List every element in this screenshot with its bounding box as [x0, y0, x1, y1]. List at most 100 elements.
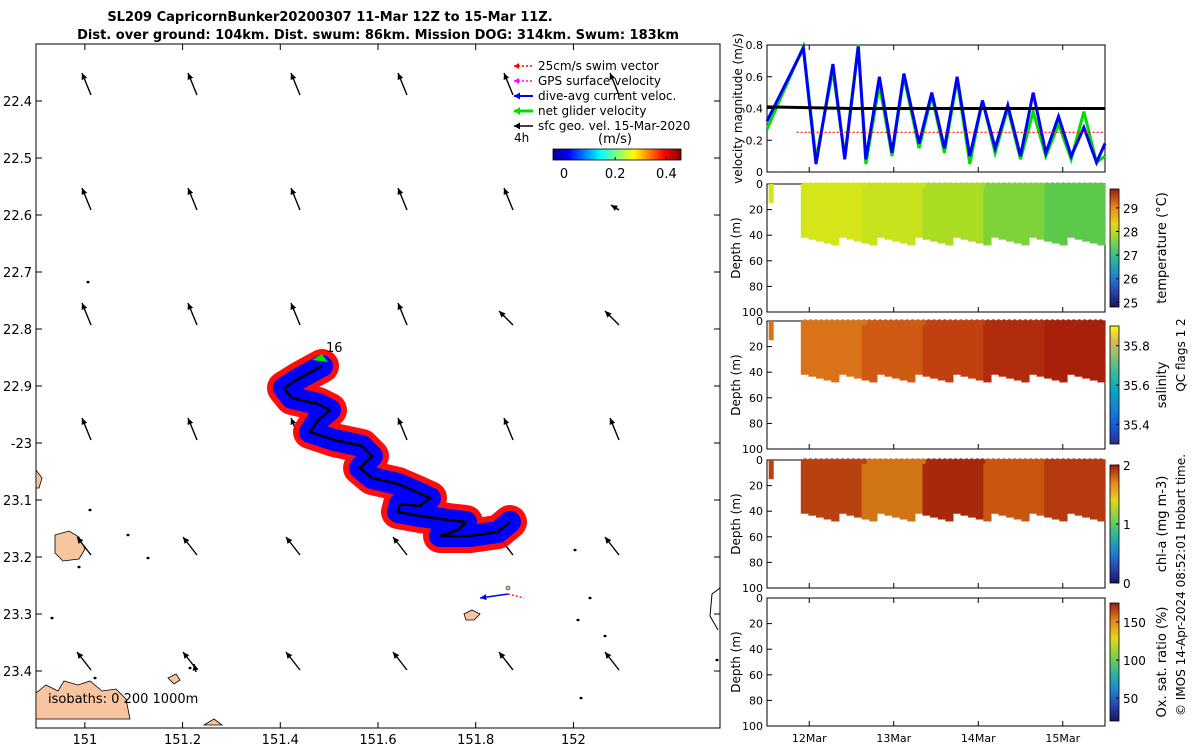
salinity-profile-cell — [768, 321, 774, 341]
salinity-surface-dot — [995, 319, 1002, 326]
temperature-surface-dot — [802, 182, 809, 189]
oxygen-colorbar-tick: 150 — [1123, 616, 1146, 630]
temperature-profile-cell — [1051, 184, 1060, 244]
geo-velocity-arrow-head — [192, 664, 199, 671]
temperature-colorbar-label: temperature (°C) — [1155, 192, 1170, 304]
gps-point — [505, 585, 511, 591]
temperature-profile-cell — [1044, 184, 1053, 242]
salinity-profile-cell — [1082, 321, 1091, 379]
temperature-profile-cell — [907, 184, 916, 246]
temperature-surface-dot — [818, 182, 825, 189]
chl-a-depth-tick: 0 — [756, 454, 763, 467]
salinity-surface-dot — [839, 319, 846, 326]
salinity-profile-cell — [1021, 321, 1030, 383]
speed-colorbar-tick: 0.4 — [656, 167, 677, 182]
islet — [603, 634, 607, 638]
temperature-surface-dot — [1022, 182, 1029, 189]
temperature-surface-dot — [974, 182, 981, 189]
chl-a-surface-dot — [855, 458, 862, 465]
chl-a-profile-cell — [800, 460, 810, 514]
geo-velocity-arrow-head — [290, 188, 297, 195]
lat-tick-label: 22.5 — [3, 152, 32, 167]
lat-tick-label: 22.4 — [3, 95, 32, 110]
salinity-profile-cell — [869, 321, 878, 383]
temperature-surface-dot — [936, 182, 943, 189]
chl-a-profile-cell — [816, 460, 825, 518]
glider-track — [267, 349, 527, 601]
temperature-profile-cell — [854, 184, 863, 242]
svg-text:GPS surface velocity: GPS surface velocity — [538, 74, 661, 88]
chl-a-depth-tick: 40 — [749, 505, 763, 518]
lat-tick-label: 22.8 — [3, 323, 32, 338]
chl-a-profile-cell — [998, 460, 1007, 516]
temperature-profile-cell — [808, 184, 817, 240]
temperature-profile-cell — [937, 184, 946, 244]
temperature-surface-dot — [1081, 182, 1088, 189]
chl-a-surface-dot — [1006, 458, 1013, 465]
chl-a-profile-cell — [1028, 460, 1038, 514]
salinity-profile-cell — [930, 321, 939, 379]
chl-a-surface-dot — [861, 458, 868, 465]
credit-label: © IMOS 14-Apr-2024 08:52:01 Hobart time. — [1174, 454, 1188, 716]
salinity-profile-cell — [800, 321, 810, 375]
salinity-surface-dot — [914, 319, 921, 326]
current-vector-detached-head — [480, 594, 487, 601]
geo-velocity-arrow-head — [187, 188, 194, 195]
chl-a-profile-cell — [1036, 460, 1045, 516]
salinity-surface-dot — [957, 319, 964, 326]
colorbar-title: (m/s) — [598, 132, 632, 147]
lat-tick-label: 22.6 — [3, 209, 32, 224]
chl-a-surface-dot — [1097, 458, 1104, 465]
salinity-profile-cell — [1059, 321, 1068, 383]
temperature-surface-dot — [1049, 182, 1056, 189]
geo-velocity-arrow-head — [183, 652, 190, 659]
chl-a-surface-dot — [1033, 458, 1040, 465]
temperature-surface-dot — [882, 182, 889, 189]
chl-a-surface-dot — [1076, 458, 1083, 465]
geo-velocity-arrow-head — [393, 652, 400, 659]
geo-velocity-arrow-head — [183, 537, 190, 544]
islet — [715, 658, 719, 662]
salinity-surface-dot — [828, 319, 835, 326]
chl-a-depth-tick: 100 — [742, 582, 763, 595]
temperature-surface-dot — [990, 182, 997, 189]
chl-a-surface-dot — [936, 458, 943, 465]
chl-a-surface-dot — [1087, 458, 1094, 465]
legend-geo: sfc geo. vel. 15-Mar-2020 — [514, 119, 690, 133]
salinity-surface-dot — [893, 319, 900, 326]
velocity-y-tick: 0 — [756, 166, 763, 179]
land-shape — [167, 673, 181, 685]
geo-velocity-arrow-head — [187, 303, 194, 310]
salinity-depth-tick: 80 — [749, 417, 763, 430]
islet — [146, 556, 150, 560]
legend-current: dive-avg current veloc. — [514, 89, 676, 103]
temperature-surface-dot — [834, 182, 841, 189]
chl-a-surface-dot — [1049, 458, 1056, 465]
geo-velocity-arrow-head — [499, 652, 506, 659]
map-legend: 25cm/s swim vector GPS surface velocity … — [514, 59, 690, 182]
geo-velocity-arrow-head — [286, 652, 293, 659]
velocity-ylabel: velocity magnitude (m/s) — [731, 33, 745, 184]
temperature-profile-cell — [952, 184, 962, 238]
temperature-surface-dot — [812, 182, 819, 189]
time-x-tick: 14Mar — [961, 732, 996, 745]
chl-a-depth-tick: 60 — [749, 531, 763, 544]
salinity-surface-dot — [952, 319, 959, 326]
chl-a-surface-dot — [850, 458, 857, 465]
chl-a-profile-cell — [937, 460, 946, 520]
chl-a-profile-cell — [960, 460, 969, 516]
salinity-surface-dot — [1081, 319, 1088, 326]
chl-a-ylabel: Depth (m) — [729, 493, 743, 554]
chl-a-profile-cell — [1044, 460, 1053, 518]
lat-tick-label: 23.4 — [3, 665, 32, 680]
svg-text:dive-avg current veloc.: dive-avg current veloc. — [538, 89, 676, 103]
lat-tick-label: -23 — [11, 437, 32, 452]
salinity-surface-dot — [1070, 319, 1077, 326]
temperature-profile-cell — [1021, 184, 1030, 246]
chl-a-surface-dot — [1038, 458, 1045, 465]
title-line-2: Dist. over ground: 104km. Dist. swum: 86… — [77, 28, 679, 43]
temperature-profile-cell — [892, 184, 901, 242]
salinity-profile-cell — [808, 321, 817, 377]
salinity-surface-dot — [1044, 319, 1051, 326]
lat-tick-label: 23.3 — [3, 608, 32, 623]
